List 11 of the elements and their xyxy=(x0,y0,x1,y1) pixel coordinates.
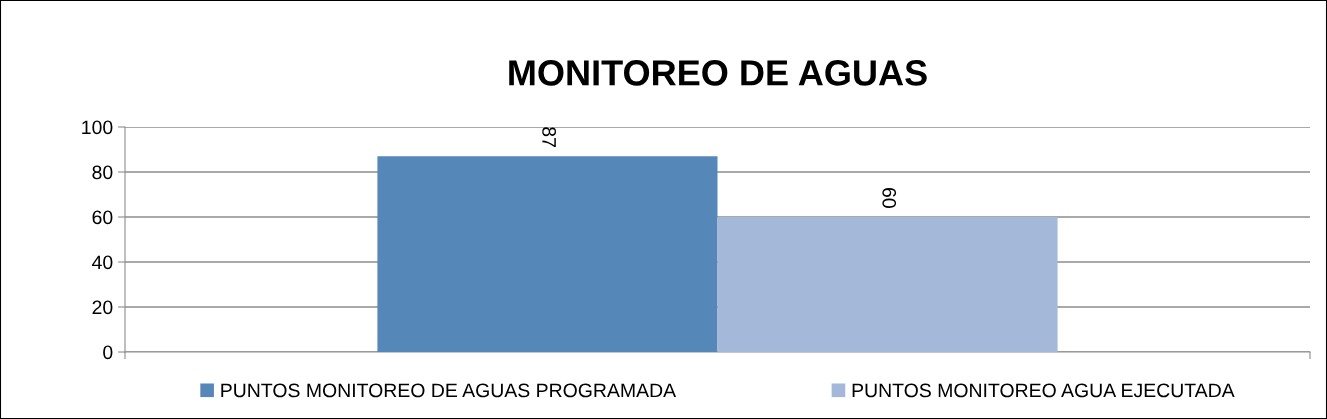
legend-label: PUNTOS MONITOREO DE AGUAS PROGRAMADA xyxy=(221,383,677,398)
y-tick-label: 100 xyxy=(82,120,113,135)
y-tick-label: 60 xyxy=(92,210,113,225)
data-label: 87 xyxy=(542,127,556,147)
y-tick-label: 80 xyxy=(92,165,113,180)
legend-label: PUNTOS MONITOREO AGUA EJECUTADA xyxy=(852,383,1235,398)
y-tick-label: 20 xyxy=(92,300,113,315)
data-label: 60 xyxy=(882,188,897,208)
y-tick-label: 0 xyxy=(103,345,113,360)
y-tick-label: 40 xyxy=(92,255,113,270)
chart-title: MONITOREO DE AGUAS xyxy=(509,60,927,86)
